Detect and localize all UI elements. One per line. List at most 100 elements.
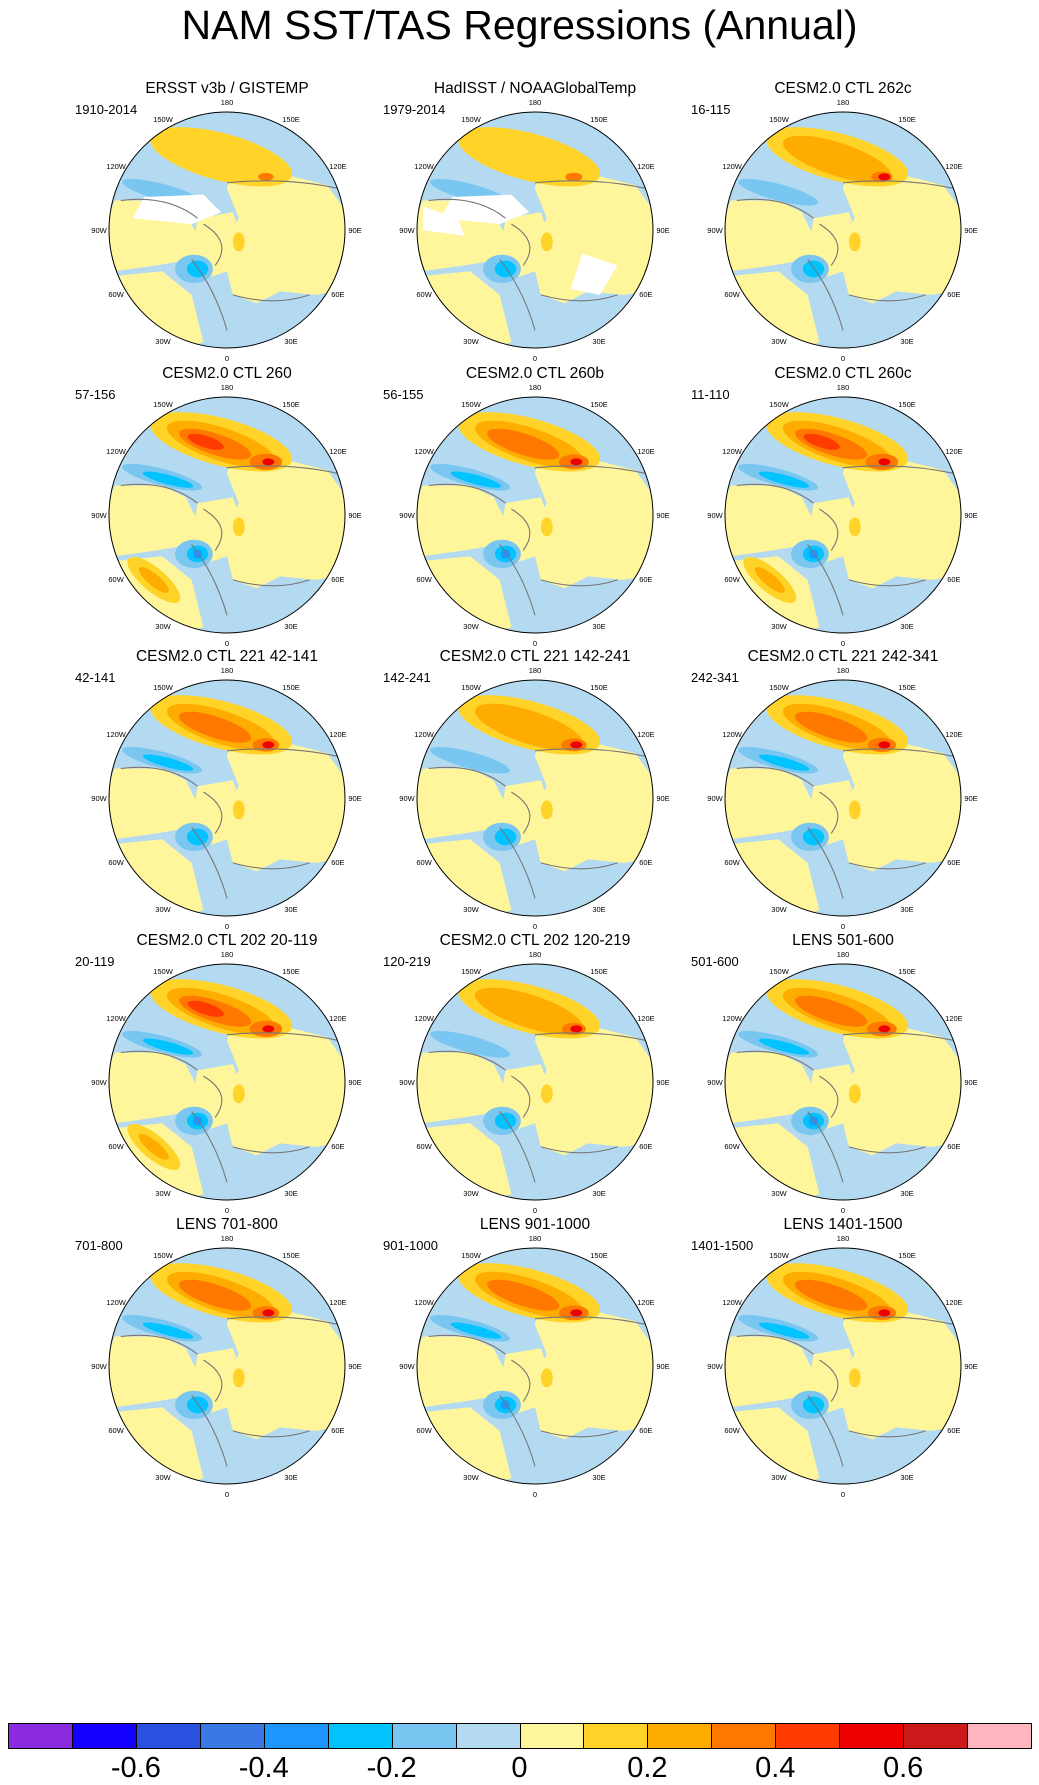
asia-warm-contour xyxy=(262,1025,275,1033)
longitude-label: 30W xyxy=(771,1189,787,1198)
map-panel: CESM2.0 CTL 202 20-119 20-119 180 150E 120E 9… xyxy=(72,932,382,1250)
longitude-label: 60E xyxy=(331,1142,344,1151)
longitude-label: 60E xyxy=(947,290,960,299)
panel-title: CESM2.0 CTL 221 242-341 xyxy=(747,648,939,665)
longitude-label: 60E xyxy=(947,858,960,867)
panel-period: 120-219 xyxy=(383,954,431,969)
pacific-warm-contour xyxy=(487,1279,560,1311)
regression-field xyxy=(417,964,653,1200)
longitude-label: 60E xyxy=(331,1426,344,1435)
longitude-label: 30W xyxy=(155,337,171,346)
coastline xyxy=(120,1316,340,1467)
map-border xyxy=(108,111,346,349)
asia-warm-contour xyxy=(878,173,891,181)
polar-map: 180 150E 120E 90E 60E 30E 0 30W 60W 90W 120W 150W xyxy=(707,950,977,1215)
longitude-label: 150W xyxy=(153,683,174,692)
longitude-label: 120W xyxy=(722,730,743,739)
north-america-land xyxy=(725,485,814,557)
map-panel: CESM2.0 CTL 202 120-219 120-219 180 150E 120… xyxy=(380,932,690,1250)
longitude-label: 150W xyxy=(461,967,482,976)
longitude-label: 120W xyxy=(722,162,743,171)
map-border xyxy=(724,111,962,349)
longitude-label: 90E xyxy=(964,511,977,520)
longitude-label: 30E xyxy=(592,337,605,346)
longitude-label: 30W xyxy=(771,622,787,631)
longitude-label: 120E xyxy=(637,1014,655,1023)
longitude-label: 90E xyxy=(348,226,361,235)
map-border xyxy=(724,396,962,634)
coastline xyxy=(736,465,956,616)
missing-data xyxy=(132,194,222,225)
colorbar-swatch xyxy=(135,1723,201,1749)
regression-field xyxy=(725,1248,961,1484)
europe-warm-contour xyxy=(540,800,553,820)
polar-map: 180 150E 120E 90E 60E 30E 0 30W 60W 90W 120W 150W xyxy=(91,383,361,648)
longitude-label: 0 xyxy=(841,922,845,931)
map-border xyxy=(416,963,654,1201)
longitude-label: 0 xyxy=(533,354,537,363)
coastline xyxy=(428,465,648,616)
panel-title: CESM2.0 CTL 202 20-119 xyxy=(136,932,318,949)
longitude-label: 0 xyxy=(533,1206,537,1215)
panel-period: 242-341 xyxy=(691,670,739,685)
map-panel: ERSST v3b / GISTEMP 1910-2014 180 150E 120E 9… xyxy=(72,80,382,398)
longitude-label: 0 xyxy=(225,1490,229,1499)
eurasia-land xyxy=(837,1295,961,1440)
asia-warm-contour xyxy=(262,741,275,749)
pacific-cold-contour xyxy=(450,471,502,488)
longitude-label: 30W xyxy=(771,1473,787,1482)
atlantic-warm-contour xyxy=(754,566,785,593)
longitude-label: 150E xyxy=(898,967,916,976)
colorbar-swatch xyxy=(455,1723,521,1749)
colorbar-tick-label: -0.2 xyxy=(366,1752,417,1784)
map-border xyxy=(416,396,654,634)
colorbar-swatch xyxy=(839,1723,905,1749)
longitude-label: 120W xyxy=(106,162,127,171)
longitude-label: 60W xyxy=(108,1142,124,1151)
longitude-label: 30W xyxy=(463,1473,479,1482)
map-border xyxy=(108,1247,346,1485)
europe-warm-contour xyxy=(232,1084,245,1104)
longitude-label: 0 xyxy=(533,639,537,648)
pacific-warm-contour xyxy=(187,433,224,450)
pacific-cold-contour xyxy=(758,471,810,488)
longitude-label: 30E xyxy=(284,1473,297,1482)
colorbar-tick-label: 0.4 xyxy=(755,1752,796,1784)
longitude-label: 120E xyxy=(329,447,347,456)
eurasia-land xyxy=(529,1295,653,1440)
colorbar-swatch xyxy=(199,1723,265,1749)
longitude-label: 120W xyxy=(106,730,127,739)
pacific-cold-contour xyxy=(142,471,194,488)
longitude-label: 180 xyxy=(221,666,234,675)
coastline xyxy=(428,1032,648,1183)
longitude-label: 30E xyxy=(592,1473,605,1482)
longitude-label: 150W xyxy=(769,400,790,409)
longitude-label: 0 xyxy=(533,1490,537,1499)
longitude-label: 60W xyxy=(416,575,432,584)
longitude-label: 120E xyxy=(329,730,347,739)
atlantic-cold-contour xyxy=(186,260,209,278)
coastline xyxy=(428,180,648,331)
panel-period: 57-156 xyxy=(75,387,116,402)
longitude-label: 120W xyxy=(722,447,743,456)
asia-warm-contour xyxy=(565,172,583,182)
longitude-label: 60W xyxy=(108,858,124,867)
longitude-label: 150E xyxy=(590,115,608,124)
asia-warm-contour xyxy=(878,741,891,749)
longitude-label: 60E xyxy=(331,858,344,867)
longitude-label: 120E xyxy=(329,162,347,171)
north-america-land xyxy=(725,768,814,840)
longitude-label: 60E xyxy=(947,575,960,584)
longitude-label: 90E xyxy=(656,511,669,520)
missing-data xyxy=(422,206,465,236)
longitude-label: 150E xyxy=(282,400,300,409)
coastline xyxy=(736,1032,956,1183)
panel-period: 11-110 xyxy=(691,387,730,402)
coastline xyxy=(428,1316,648,1467)
colorbar xyxy=(8,1723,1032,1749)
longitude-label: 90W xyxy=(399,1362,415,1371)
longitude-label: 180 xyxy=(529,1234,542,1243)
longitude-label: 60W xyxy=(416,1426,432,1435)
longitude-label: 90W xyxy=(399,226,415,235)
longitude-label: 180 xyxy=(221,383,234,392)
